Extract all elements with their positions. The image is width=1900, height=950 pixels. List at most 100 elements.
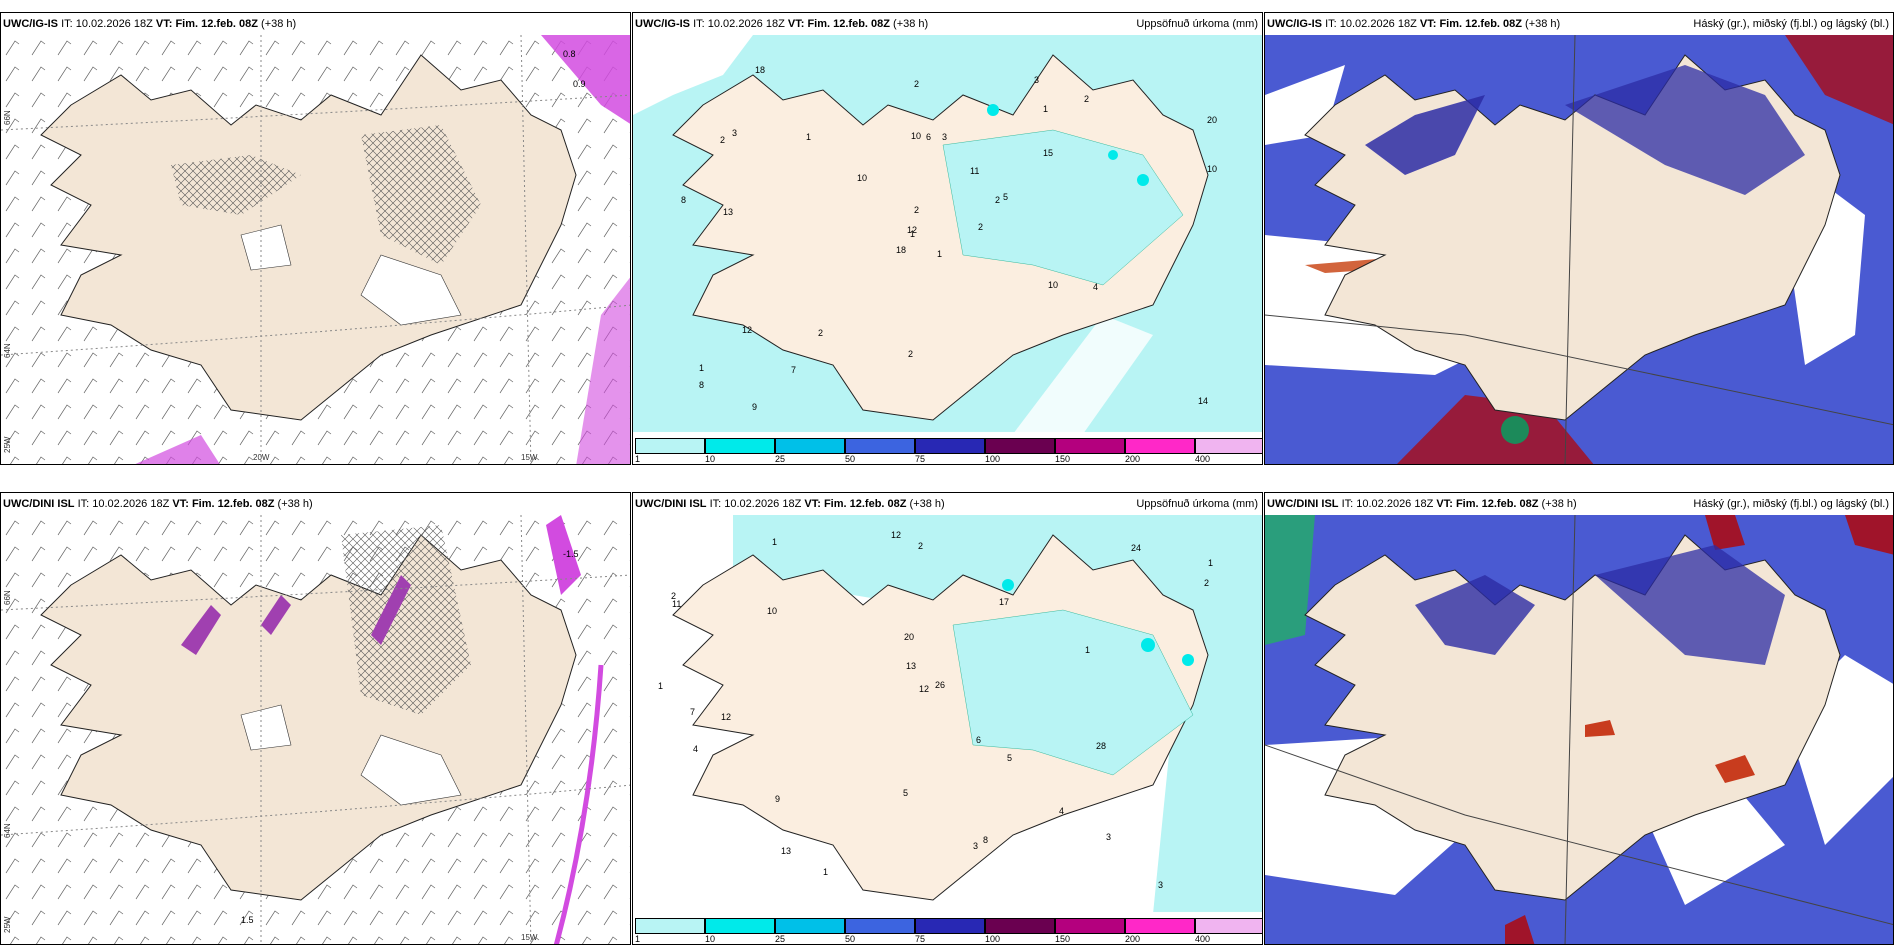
lon-tick: 15W <box>521 933 538 942</box>
legend-label: 10 <box>705 934 716 944</box>
legend-swatch <box>1055 438 1125 454</box>
model-name: UWC/DINI ISL <box>635 498 707 510</box>
it-label: IT: <box>77 498 90 510</box>
wind-value: -1.5 <box>563 549 579 559</box>
legend-swatch <box>1055 918 1125 934</box>
precip-legend: 1 10 25 50 75 100 150 200 400 <box>633 432 1262 464</box>
wind-shade <box>553 664 604 944</box>
precip-value-label: 2 <box>720 135 725 145</box>
precip-value-label: 2 <box>914 79 919 89</box>
vt-label: VT: <box>172 498 189 510</box>
precip-value-label: 18 <box>896 245 906 255</box>
cloud-low <box>1715 755 1755 783</box>
lon-tick: 20W <box>253 453 270 462</box>
legend-swatch <box>1195 438 1262 454</box>
precip-value-label: 20 <box>1207 115 1217 125</box>
model-name: UWC/IG-IS <box>635 18 690 30</box>
precip-max <box>1137 174 1149 186</box>
panel-row2-cloud: UWC/DINI ISL IT: 10.02.2026 18Z VT: Fim.… <box>1264 492 1894 945</box>
precip-value-label: 1 <box>1043 104 1048 114</box>
vt-value: Fim. 12.feb. 08Z <box>807 18 890 30</box>
precip-over-land <box>952 609 1194 776</box>
lead-time: (+38 h) <box>261 18 297 30</box>
gridline <box>1 574 630 611</box>
precip-value-label: 4 <box>1093 282 1098 292</box>
precip-over-land <box>942 129 1184 286</box>
precip-value-label: 3 <box>1034 75 1039 85</box>
model-name: UWC/IG-IS <box>3 18 58 30</box>
lat-tick: 66N <box>3 590 12 605</box>
it-label: IT: <box>1341 498 1354 510</box>
precip-value-label: 10 <box>1207 164 1217 174</box>
vt-value: Fim. 12.feb. 08Z <box>1439 18 1522 30</box>
precip-value-label: 1 <box>699 363 704 373</box>
precip-value-label: 1 <box>937 249 942 259</box>
precip-value-label: 2 <box>1204 578 1209 588</box>
vt-value: Fim. 12.feb. 08Z <box>823 498 907 510</box>
panel-title: Uppsöfnuð úrkoma (mm) <box>1136 498 1258 510</box>
legend-swatch <box>775 438 845 454</box>
cloud-high <box>1595 545 1785 665</box>
panel-row1-cloud: UWC/IG-IS IT: 10.02.2026 18Z VT: Fim. 12… <box>1264 12 1894 465</box>
panel-header: UWC/DINI ISL IT: 10.02.2026 18Z VT: Fim.… <box>633 493 1262 515</box>
precip-value-label: 6 <box>926 132 931 142</box>
precip-value-label: 26 <box>935 680 945 690</box>
legend-label: 75 <box>915 934 926 944</box>
glacier <box>240 704 292 751</box>
cloud-high <box>1415 575 1535 655</box>
cloud-mid <box>1501 416 1529 444</box>
precip-value-label: 10 <box>911 131 921 141</box>
legend-swatch <box>1125 918 1195 934</box>
precip-value-label: 3 <box>973 841 978 851</box>
precip-value-label: 7 <box>690 707 695 717</box>
wind-map[interactable]: -1.5 1.5 <box>1 515 631 945</box>
legend-swatch <box>635 918 705 934</box>
it-label: IT: <box>693 18 705 30</box>
panel-title: Uppsöfnuð úrkoma (mm) <box>1136 18 1258 30</box>
legend-swatch <box>845 438 915 454</box>
wind-shade <box>261 595 291 635</box>
precip-value-label: 12 <box>891 530 901 540</box>
panel-header: UWC/DINI ISL IT: 10.02.2026 18Z VT: Fim.… <box>1265 493 1893 515</box>
gridline <box>520 515 532 944</box>
legend-label: 150 <box>1055 454 1071 464</box>
lon-tick: 25W <box>3 916 12 933</box>
vt-value: Fim. 12.feb. 08Z <box>191 498 275 510</box>
legend-label: 100 <box>985 454 1001 464</box>
precip-value-label: 2 <box>995 195 1000 205</box>
legend-label: 25 <box>775 934 786 944</box>
cloud-low <box>1845 515 1893 555</box>
precip-value-label: 1 <box>806 132 811 142</box>
precip-value-label: 3 <box>942 132 947 142</box>
cloud-map[interactable] <box>1265 35 1894 465</box>
panel-row2-wind: UWC/DINI ISL IT: 10.02.2026 18Z VT: Fim.… <box>0 492 631 945</box>
wind-map[interactable]: 0.8 0.9 <box>1 35 631 465</box>
vt-label: VT: <box>1419 18 1437 30</box>
legend-swatch <box>1195 918 1262 934</box>
glacier <box>240 224 292 271</box>
precip-value-label: 2 <box>914 205 919 215</box>
legend-label: 1 <box>635 934 641 944</box>
precip-value-label: 13 <box>781 846 791 856</box>
precip-map[interactable]: 1211231217202426281211109876543213131251… <box>633 515 1263 914</box>
precip-value-label: 20 <box>904 632 914 642</box>
precip-value-label: 1 <box>658 681 663 691</box>
it-value: 10.02.2026 18Z <box>707 18 785 30</box>
hatch-area <box>171 155 301 215</box>
gridline <box>1564 515 1576 944</box>
cloud-map[interactable] <box>1265 515 1894 945</box>
lat-tick: 64N <box>3 343 12 358</box>
precip-value-label: 5 <box>903 788 908 798</box>
precip-value-label: 10 <box>857 173 867 183</box>
model-name: UWC/IG-IS <box>1267 18 1322 30</box>
cloud-low <box>1705 515 1745 550</box>
precip-value-label: 12 <box>742 325 752 335</box>
cloud-low <box>1785 35 1893 125</box>
precip-map[interactable]: 1211223312181413201815910111210876543281… <box>633 35 1263 434</box>
precip-value-label: 4 <box>1059 806 1064 816</box>
precip-value-label: 2 <box>908 349 913 359</box>
precip-value-label: 3 <box>1106 832 1111 842</box>
legend-label: 1 <box>635 454 641 464</box>
precip-value-label: 10 <box>1048 280 1058 290</box>
model-name: UWC/DINI ISL <box>1267 498 1339 510</box>
